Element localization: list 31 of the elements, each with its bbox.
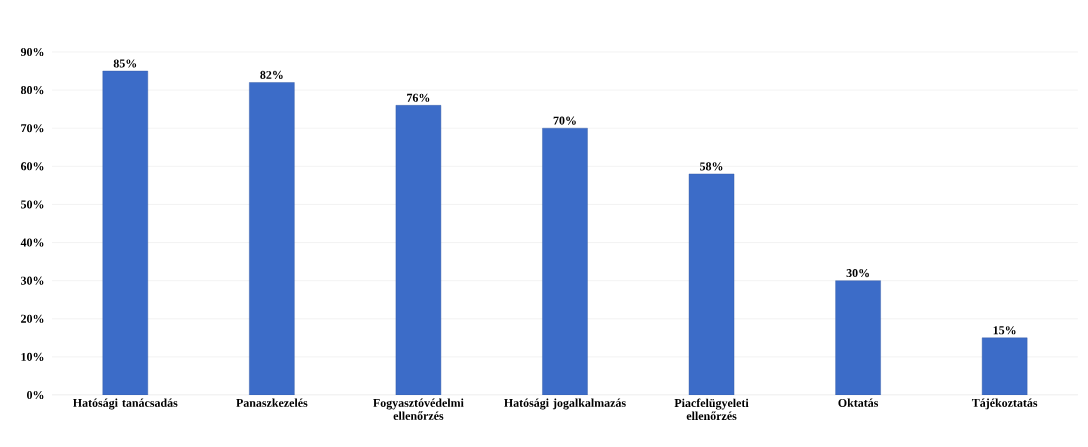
y-tick-label: 10% — [21, 352, 44, 361]
x-tick-label: Oktatás — [838, 398, 879, 407]
y-tick-label: 40% — [20, 238, 44, 247]
data-label: 30% — [846, 269, 869, 278]
x-tick-label: Fogyasztóvédelmi ellenőrzés — [373, 398, 464, 420]
bar — [395, 105, 442, 395]
bar — [835, 280, 881, 395]
y-tick-label: 30% — [21, 276, 44, 285]
data-label: 15% — [993, 326, 1016, 335]
data-label: 70% — [553, 116, 576, 125]
x-tick-label: Tájékoztatás — [971, 398, 1038, 410]
y-tick-label: 70% — [21, 124, 44, 133]
x-tick-label: Hatósági tanácsadás — [73, 398, 178, 410]
bar — [981, 337, 1028, 395]
y-tick-label: 80% — [20, 86, 44, 95]
data-label: 85% — [113, 59, 137, 68]
data-label: 76% — [407, 93, 430, 102]
data-label: 82% — [260, 70, 283, 79]
bar — [249, 82, 295, 395]
y-tick-label: 0% — [27, 390, 44, 400]
data-label: 58% — [700, 162, 723, 171]
y-tick-label: 20% — [21, 314, 44, 323]
x-tick-label: Panaszkezelés — [236, 398, 308, 407]
y-tick-label: 90% — [20, 47, 44, 57]
bar — [102, 70, 148, 395]
y-tick-label: 50% — [21, 200, 44, 209]
bar — [542, 128, 588, 395]
x-tick-label: Piacfelügyeleti ellenőrzés — [674, 398, 749, 420]
x-tick-label: Hatósági jogalkalmazás — [504, 398, 626, 410]
y-tick-label: 60% — [20, 162, 44, 171]
bar — [688, 173, 735, 395]
